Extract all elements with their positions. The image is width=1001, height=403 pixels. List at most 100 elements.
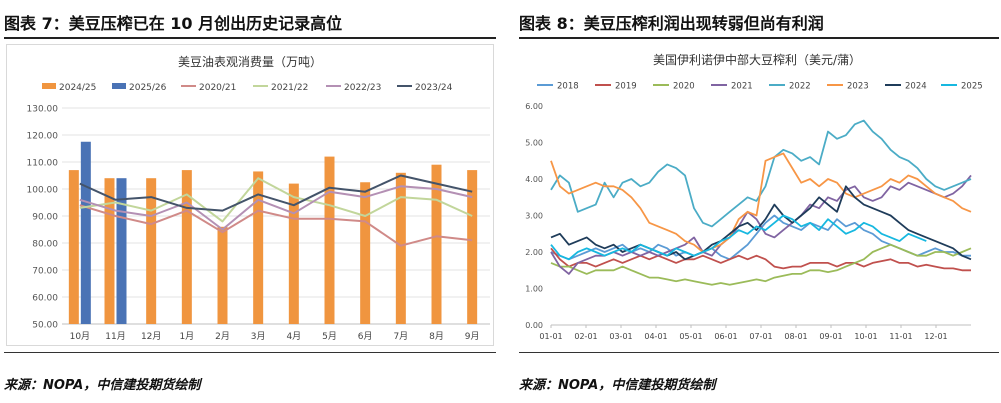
source-note: 来源：NOPA，中信建投期货绘制 <box>519 378 716 393</box>
x-tick-label: 1月 <box>179 331 194 342</box>
left-panel: 图表 7：美豆压榨已在 10 月创出历史记录高位 美豆油表观消费量（万吨） 202… <box>0 0 498 403</box>
legend-label: 2024/25 <box>59 83 96 93</box>
legend-item: 2023/24 <box>397 83 453 93</box>
y-tick-label: 50.00 <box>32 321 58 331</box>
bar <box>360 182 371 324</box>
series-line <box>79 204 473 247</box>
x-tick-label: 11月 <box>105 331 125 342</box>
x-tick-label: 2月 <box>215 331 230 342</box>
legend-item: 2025/26 <box>112 83 167 93</box>
x-tick-label: 5月 <box>322 331 337 342</box>
legend-item: 2018 <box>537 82 579 92</box>
y-tick-label: 120.00 <box>27 132 59 142</box>
legend-item: 2024/25 <box>42 83 96 93</box>
legend-item: 2022 <box>769 82 811 92</box>
y-tick-label: 0.00 <box>525 321 543 330</box>
bar <box>80 141 91 324</box>
legend-swatch <box>112 83 126 89</box>
x-tick-label: 10-01 <box>854 332 877 341</box>
series-line <box>550 119 972 228</box>
bar <box>395 172 406 324</box>
x-tick-label: 07-01 <box>749 332 772 341</box>
x-tick-label: 02-01 <box>574 332 597 341</box>
y-tick-label: 80.00 <box>32 240 58 250</box>
bar <box>324 156 335 324</box>
y-tick-label: 130.00 <box>27 105 59 115</box>
legend-label: 2021 <box>731 82 753 92</box>
bar-chart-container: 美豆油表观消费量（万吨） 2024/25 2025/26 2020/21 2021/22… <box>6 44 494 346</box>
legend-label: 2024 <box>905 82 927 92</box>
legend-label: 2023 <box>847 82 869 92</box>
x-tick-label: 05-01 <box>679 332 702 341</box>
legend-label: 2022 <box>789 82 811 92</box>
x-tick-label: 04-01 <box>644 332 667 341</box>
chart-title: 美豆油表观消费量（万吨） <box>178 55 322 69</box>
bar <box>217 226 228 324</box>
x-tick-label: 4月 <box>286 331 301 342</box>
legend-item: 2019 <box>595 82 637 92</box>
legend-label: 2022/23 <box>344 83 381 93</box>
series-line <box>79 174 473 212</box>
x-tick-label: 06-01 <box>714 332 737 341</box>
y-tick-label: 100.00 <box>27 186 59 196</box>
series-line <box>550 247 971 272</box>
source-note: 来源：NOPA，中信建投期货绘制 <box>4 378 201 393</box>
series-line <box>550 214 927 261</box>
line-chart-container: 美国伊利诺伊中部大豆榨利（美元/蒲） 2018 2019 2020 2021 2022 20… <box>515 44 999 346</box>
y-tick-label: 6.00 <box>525 102 543 111</box>
series-line <box>550 185 972 261</box>
x-tick-label: 3月 <box>251 331 266 342</box>
bar <box>288 183 299 324</box>
series-line <box>550 243 972 286</box>
bar <box>467 170 478 324</box>
bar <box>104 178 115 324</box>
source-rule <box>519 352 999 353</box>
legend-label: 2025/26 <box>129 83 167 93</box>
legend-item: 2021/22 <box>253 83 308 93</box>
right-panel: 图表 8：美豆压榨利润出现转弱但尚有利润 美国伊利诺伊中部大豆榨利（美元/蒲） 2… <box>515 0 1001 403</box>
x-tick-label: 12-01 <box>924 332 947 341</box>
legend-item: 2023 <box>827 82 869 92</box>
series-line <box>550 174 972 275</box>
crush-margin-chart: 美国伊利诺伊中部大豆榨利（美元/蒲） 2018 2019 2020 2021 2022 20… <box>525 52 983 341</box>
y-tick-label: 70.00 <box>32 267 58 277</box>
x-tick-label: 8月 <box>429 331 444 342</box>
x-tick-label: 08-01 <box>784 332 807 341</box>
x-tick-label: 09-01 <box>819 332 842 341</box>
legend-item: 2020/21 <box>181 83 236 93</box>
legend-label: 2019 <box>615 82 637 92</box>
x-tick-label: 6月 <box>358 331 373 342</box>
legend-item: 2021 <box>711 82 753 92</box>
series-line <box>79 185 473 231</box>
bar <box>253 171 264 324</box>
figure-heading: 图表 8：美豆压榨利润出现转弱但尚有利润 <box>519 14 824 33</box>
bar <box>116 178 127 324</box>
figure-heading: 图表 7：美豆压榨已在 10 月创出历史记录高位 <box>4 14 343 33</box>
y-tick-label: 2.00 <box>525 248 543 257</box>
legend-label: 2020 <box>673 82 695 92</box>
x-tick-label: 10月 <box>70 331 90 342</box>
legend-item: 2025 <box>941 82 983 92</box>
y-tick-label: 4.00 <box>525 175 543 184</box>
x-tick-label: 12月 <box>141 331 161 342</box>
heading-rule <box>519 37 999 39</box>
legend-label: 2023/24 <box>415 83 453 93</box>
legend-label: 2018 <box>557 82 579 92</box>
legend-label: 2021/22 <box>271 83 308 93</box>
series-line <box>79 177 473 223</box>
bar <box>146 178 157 324</box>
x-tick-label: 9月 <box>465 331 480 342</box>
legend-label: 2025 <box>961 82 983 92</box>
bar <box>431 164 442 324</box>
legend-swatch <box>42 83 56 89</box>
x-tick-label: 01-01 <box>539 332 562 341</box>
y-tick-label: 1.00 <box>525 285 543 294</box>
source-rule <box>4 352 496 353</box>
y-tick-label: 90.00 <box>32 213 58 223</box>
legend-label: 2020/21 <box>199 83 236 93</box>
legend-item: 2020 <box>653 82 695 92</box>
heading-rule <box>4 37 496 39</box>
bar <box>68 170 79 324</box>
bar <box>181 170 192 324</box>
series-line <box>550 152 972 253</box>
